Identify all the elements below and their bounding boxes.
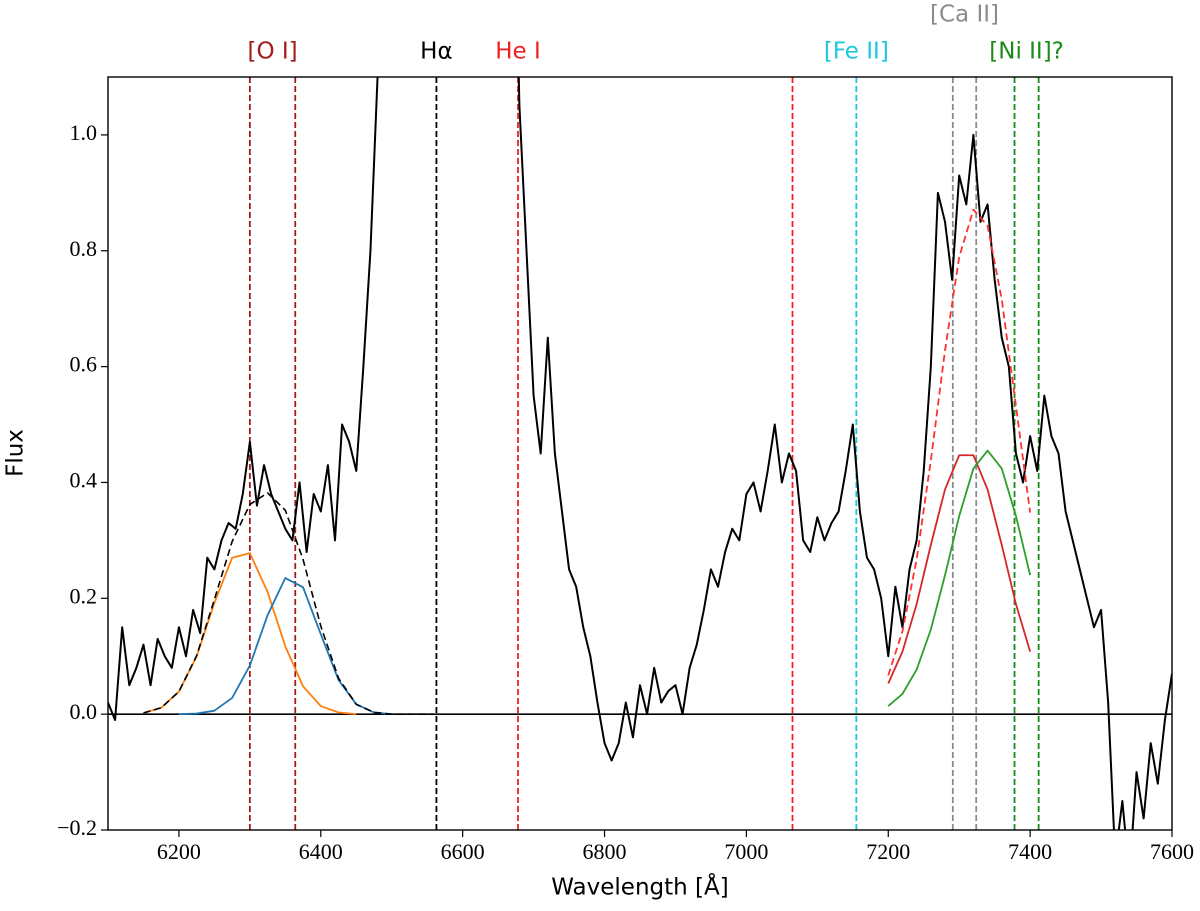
y-tick-label: 1.0 [70, 120, 98, 145]
y-tick-label: 0.8 [70, 236, 98, 261]
y-axis-label: Flux [3, 429, 29, 477]
marker-label: He I [495, 39, 541, 65]
plot-area [108, 77, 1172, 830]
series-line [887, 208, 1032, 676]
y-tick-label: 0.4 [70, 468, 98, 493]
x-tick-label: 6400 [299, 839, 343, 864]
series-line [887, 454, 1031, 684]
x-tick-label: 7600 [1150, 839, 1194, 864]
y-tick-label: 0.6 [70, 352, 98, 377]
x-tick-label: 6600 [441, 839, 485, 864]
x-tick-label: 6800 [583, 839, 627, 864]
x-tick-label: 7400 [1008, 839, 1052, 864]
x-tick-label: 7200 [866, 839, 910, 864]
marker-label: [O I] [247, 39, 297, 65]
x-tick-label: 7000 [724, 839, 768, 864]
marker-label: [Fe II] [824, 39, 889, 65]
plot-frame [107, 76, 1173, 831]
series-line [143, 492, 435, 715]
marker-label: [Ca II] [930, 2, 999, 28]
series-line [887, 449, 1032, 707]
marker-label: [Ni II]? [989, 39, 1064, 65]
x-axis-label: Wavelength [Å] [551, 873, 728, 901]
marker-label: Hα [420, 39, 452, 65]
series-line [143, 552, 357, 716]
y-tick-label: −0.2 [57, 815, 97, 840]
series-line [108, 77, 1172, 830]
x-tick-label: 6200 [157, 839, 201, 864]
y-tick-label: 0.0 [70, 699, 98, 724]
y-tick-label: 0.2 [70, 583, 98, 608]
